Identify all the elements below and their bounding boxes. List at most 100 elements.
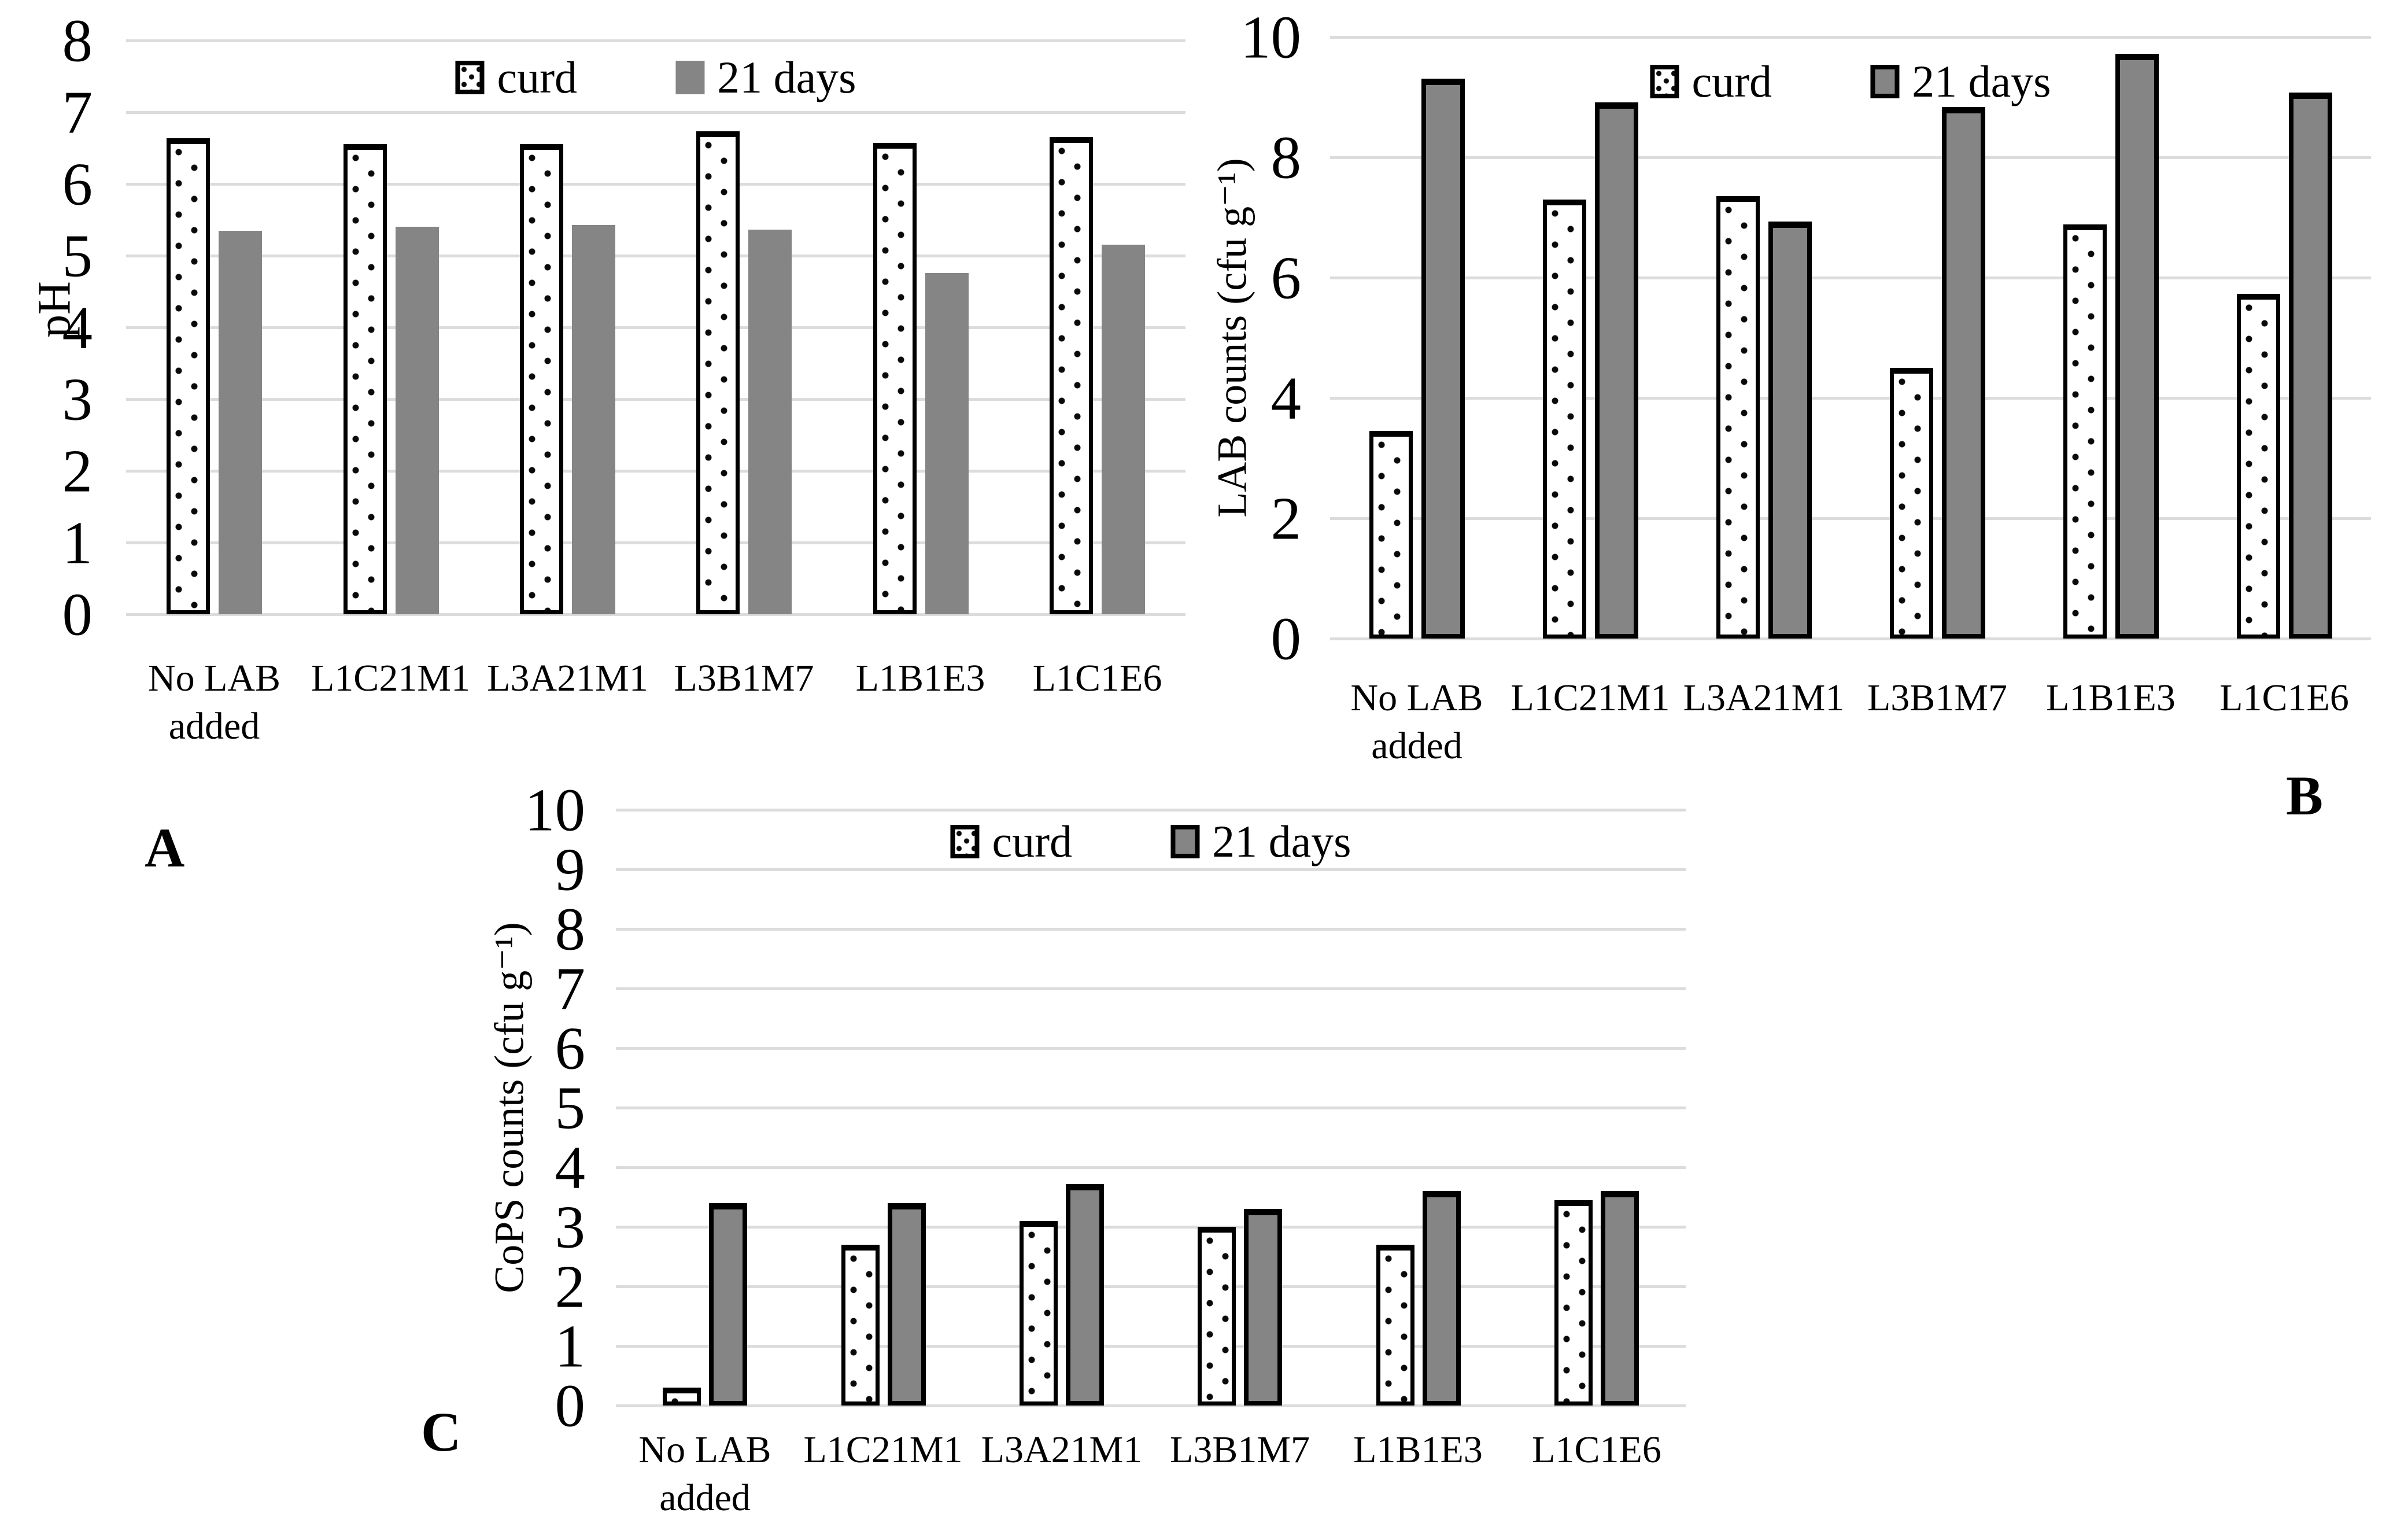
bar-curd: [841, 1245, 880, 1406]
x-axis-label: L1C21M1: [803, 1429, 963, 1471]
plot-area: [616, 809, 1686, 1407]
gridline: [126, 254, 1185, 257]
21days-swatch-icon: [1170, 825, 1200, 858]
bar-curd: [873, 143, 917, 614]
x-axis-label: No LAB added: [1350, 677, 1483, 767]
bar-21days: [888, 1203, 926, 1406]
y-tick-label: 2: [555, 1252, 586, 1321]
y-tick-label: 1: [62, 508, 93, 577]
x-axis-label: L1C1E6: [2219, 677, 2349, 719]
x-axis-label: L1C21M1: [311, 657, 471, 699]
x-axis-label: L3B1M7: [1169, 1429, 1310, 1471]
bar-21days: [1768, 222, 1812, 639]
legend-label: 21 days: [1212, 816, 1351, 866]
y-tick-label: 6: [1271, 244, 1302, 312]
legend-label: curd: [1691, 56, 1772, 106]
gridline: [1330, 637, 2371, 640]
gridline: [126, 470, 1185, 473]
legend: curd 21 days: [950, 819, 1351, 864]
legend: curd 21 days: [1650, 59, 2051, 104]
legend-item-21days: 21 days: [1870, 59, 2051, 104]
21days-swatch-icon: [675, 61, 705, 94]
bar-21days: [1244, 1209, 1282, 1406]
y-tick-label: 0: [1271, 604, 1302, 673]
bar-curd: [1543, 200, 1586, 639]
bar-21days: [219, 231, 262, 614]
gridline: [616, 868, 1686, 871]
bar-curd: [1050, 137, 1093, 614]
y-tick-label: 8: [1271, 123, 1302, 191]
bar-21days: [572, 225, 615, 614]
x-axis-label: L1B1E3: [2046, 677, 2176, 719]
bar-21days: [1942, 107, 1985, 639]
bar-curd: [2063, 224, 2107, 639]
curd-swatch-icon: [1650, 65, 1679, 98]
bar-21days: [925, 273, 969, 614]
legend-item-21days: 21 days: [1170, 819, 1351, 864]
bar-curd: [1716, 196, 1760, 639]
y-tick-label: 3: [555, 1193, 586, 1261]
gridline: [1330, 36, 2371, 39]
bar-21days: [1423, 1191, 1461, 1406]
gridline: [1330, 276, 2371, 279]
y-tick-label: 8: [555, 895, 586, 963]
legend-item-curd: curd: [950, 819, 1072, 864]
legend-item-21days: 21 days: [675, 55, 856, 100]
gridline: [616, 1345, 1686, 1348]
bar-21days: [1601, 1191, 1639, 1406]
bar-curd: [167, 138, 210, 614]
gridline: [616, 1047, 1686, 1050]
y-tick-label: 10: [1240, 3, 1301, 71]
curd-swatch-icon: [950, 825, 980, 858]
gridline: [616, 987, 1686, 990]
bar-curd: [1020, 1221, 1058, 1406]
gridline: [616, 928, 1686, 931]
gridline: [1330, 156, 2371, 159]
bar-curd: [663, 1388, 701, 1406]
y-tick-label: 0: [62, 580, 93, 648]
y-tick-label: 4: [1271, 364, 1302, 432]
gridline: [126, 111, 1185, 114]
y-tick-label: 4: [62, 293, 93, 362]
bar-curd: [696, 131, 740, 614]
bar-curd: [1369, 431, 1413, 639]
bar-21days: [1595, 102, 1638, 639]
x-axis-label: L1C1E6: [1532, 1429, 1661, 1471]
21days-swatch-icon: [1870, 65, 1900, 98]
bar-21days: [1066, 1184, 1104, 1406]
legend-item-curd: curd: [455, 55, 577, 100]
bar-21days: [1102, 245, 1145, 614]
x-axis-label: No LAB added: [638, 1429, 771, 1519]
y-tick-label: 6: [62, 150, 93, 218]
legend: curd 21 days: [455, 55, 856, 100]
panel-label: B: [2286, 765, 2324, 827]
gridline: [616, 1285, 1686, 1288]
gridline: [616, 1226, 1686, 1229]
x-axis-label: L1C21M1: [1510, 677, 1670, 719]
curd-swatch-icon: [455, 61, 485, 94]
bar-curd: [1890, 368, 1933, 639]
gridline: [126, 39, 1185, 42]
legend-label: curd: [497, 52, 578, 102]
x-axis-label: L1B1E3: [855, 657, 985, 699]
y-tick-label: 8: [62, 6, 93, 75]
gridline: [126, 613, 1185, 616]
y-tick-label: 6: [555, 1014, 586, 1082]
x-axis-label: L3A21M1: [981, 1429, 1143, 1471]
y-tick-label: 9: [555, 835, 586, 903]
gridline: [126, 326, 1185, 329]
y-tick-label: 7: [555, 954, 586, 1023]
gridline: [616, 1106, 1686, 1109]
plot-area: [126, 39, 1185, 616]
bar-21days: [2289, 93, 2332, 639]
bar-21days: [1421, 79, 1465, 639]
bar-21days: [748, 230, 792, 614]
legend-item-curd: curd: [1650, 59, 1772, 104]
bar-curd: [1198, 1227, 1236, 1406]
y-tick-label: 7: [62, 78, 93, 146]
x-axis-label: L3B1M7: [1867, 677, 2008, 719]
y-tick-label: 1: [555, 1312, 586, 1380]
y-tick-label: 2: [62, 437, 93, 505]
